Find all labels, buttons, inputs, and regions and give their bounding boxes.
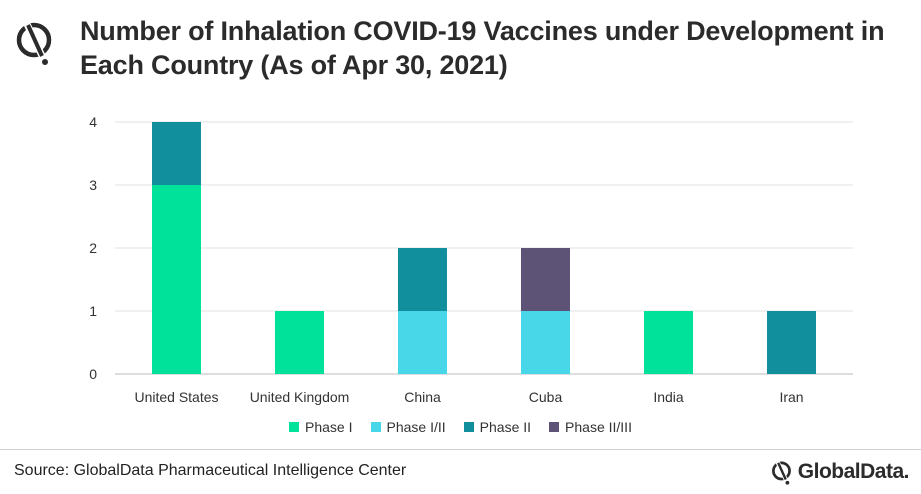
x-tick-label: China <box>404 389 441 405</box>
bar-segment <box>398 248 447 311</box>
y-tick-label: 2 <box>89 240 97 256</box>
legend-swatch <box>463 422 474 432</box>
y-tick-label: 0 <box>89 366 97 382</box>
x-tick-label: Cuba <box>529 389 563 405</box>
bar-segment <box>152 185 201 374</box>
legend-swatch <box>549 422 560 432</box>
x-tick-label: Iran <box>779 389 803 405</box>
bar-segment <box>275 311 324 374</box>
legend-label: Phase I/II <box>386 419 446 435</box>
bar-segment <box>152 122 201 185</box>
legend-entry: Phase I <box>289 419 353 435</box>
y-tick-label: 4 <box>89 114 97 130</box>
brand-logo-icon <box>771 461 791 485</box>
brand-logo: GlobalData. <box>770 458 910 486</box>
bar-segment <box>521 248 570 311</box>
x-tick-label: United States <box>134 389 218 405</box>
legend-label: Phase II <box>479 419 532 435</box>
chart-legend: Phase I Phase I/II Phase II Phase II/III <box>0 419 921 435</box>
stacked-bar-chart: 0 1 2 3 4 United States United Kingdom China Cub… <box>89 114 853 405</box>
footer-divider <box>0 449 921 450</box>
bar-segment <box>521 311 570 374</box>
bar-segment <box>644 311 693 374</box>
legend-entry: Phase I/II <box>370 419 446 435</box>
globaldata-logo-icon <box>16 22 52 65</box>
source-note: Source: GlobalData Pharmaceutical Intell… <box>14 462 407 479</box>
legend-label: Phase I <box>305 419 353 435</box>
legend-label: Phase II/III <box>565 419 632 435</box>
bar-segment <box>398 311 447 374</box>
legend-entry: Phase II/III <box>549 419 632 435</box>
x-tick-label: India <box>653 389 684 405</box>
y-tick-label: 1 <box>89 303 97 319</box>
chart-title: Number of Inhalation COVID-19 Vaccines u… <box>80 16 885 80</box>
brand-name: GlobalData. <box>797 460 910 483</box>
legend-swatch <box>370 422 381 432</box>
legend-swatch <box>289 422 300 432</box>
x-tick-label: United Kingdom <box>250 389 350 405</box>
legend-entry: Phase II <box>463 419 532 435</box>
y-tick-label: 3 <box>89 177 97 193</box>
bar-segment <box>767 311 816 374</box>
